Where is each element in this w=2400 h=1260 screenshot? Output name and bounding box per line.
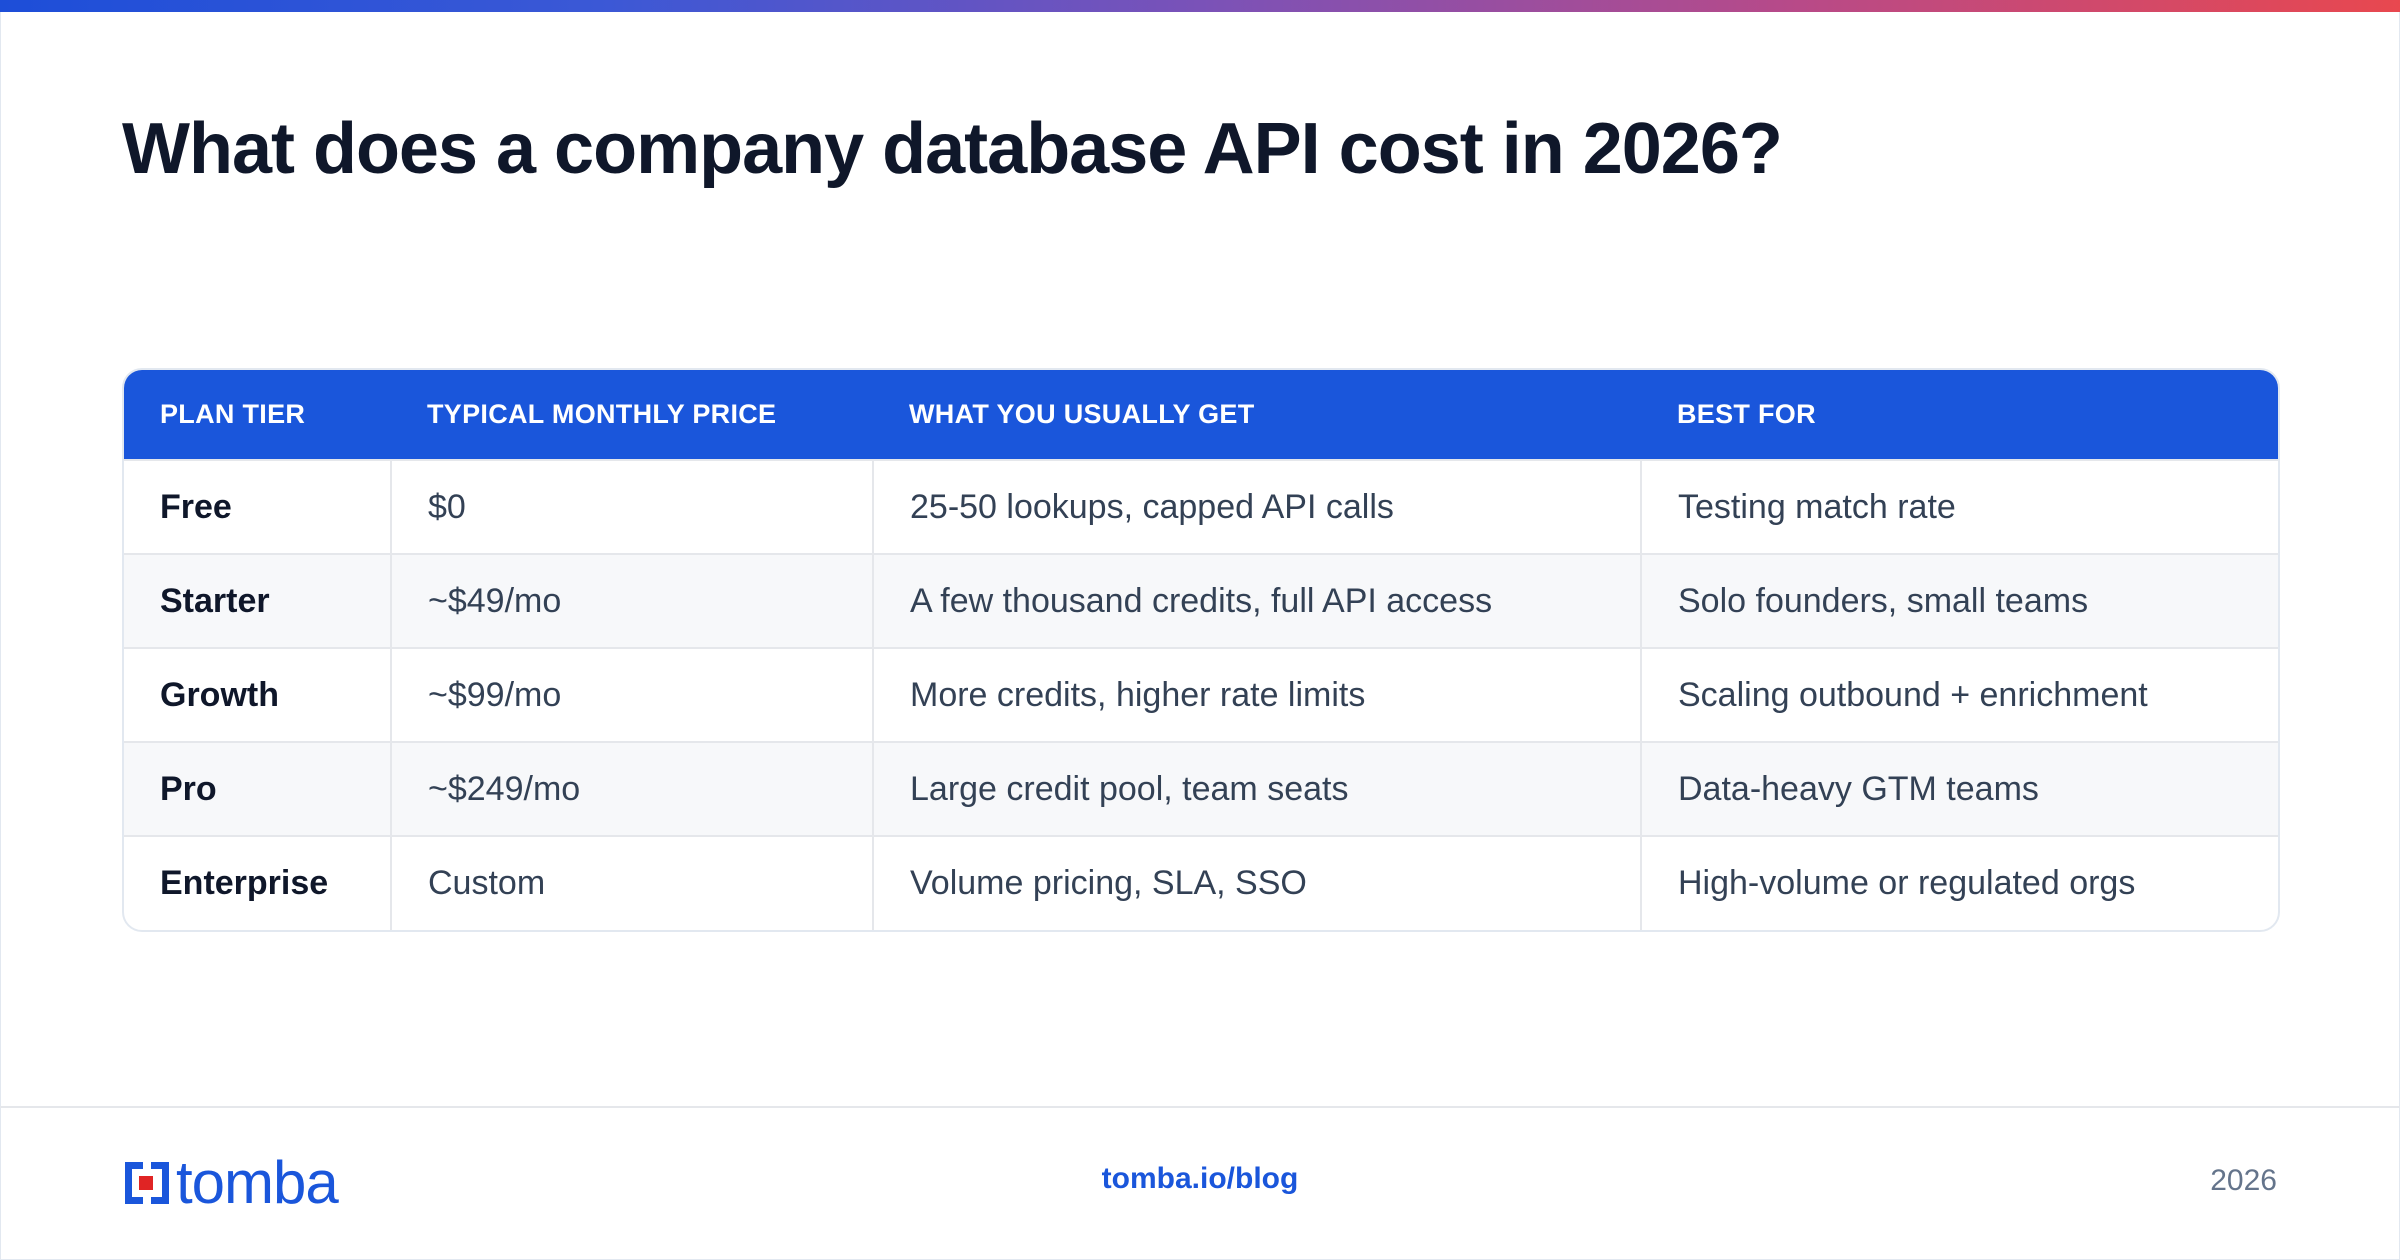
cell-plan-tier: Pro <box>160 769 217 808</box>
table-header-row: PLAN TIER TYPICAL MONTHLY PRICE WHAT YOU… <box>124 370 2278 460</box>
cell-price: ~$249/mo <box>390 742 873 836</box>
logo-wordmark: tomba <box>176 1149 339 1216</box>
cell-plan-tier: Enterprise <box>160 864 329 902</box>
cell-what-you-get: Large credit pool, team seats <box>872 742 1641 836</box>
footer-divider <box>0 1106 2400 1108</box>
header-monthly-price: TYPICAL MONTHLY PRICE <box>427 399 777 429</box>
cell-best-for: High-volume or regulated orgs <box>1640 836 2278 930</box>
cell-plan-tier: Growth <box>160 675 279 714</box>
cell-what-you-get: More credits, higher rate limits <box>872 648 1641 742</box>
cell-price: ~$49/mo <box>390 554 873 648</box>
table-row: Starter ~$49/mo A few thousand credits, … <box>124 554 2278 648</box>
pricing-table: PLAN TIER TYPICAL MONTHLY PRICE WHAT YOU… <box>124 370 2278 930</box>
footer-blog-link[interactable]: tomba.io/blog <box>1101 1162 1299 1195</box>
cell-what-you-get: 25-50 lookups, capped API calls <box>872 460 1641 554</box>
header-best-for: BEST FOR <box>1677 399 1816 429</box>
tomba-logo-icon <box>125 1162 169 1204</box>
table-row: Enterprise Custom Volume pricing, SLA, S… <box>124 836 2278 930</box>
cell-best-for: Testing match rate <box>1640 460 2278 554</box>
table-row: Free $0 25-50 lookups, capped API calls … <box>124 460 2278 554</box>
tomba-logo: tomba <box>122 1149 339 1216</box>
cell-plan-tier: Free <box>160 487 232 526</box>
cell-price: ~$99/mo <box>390 648 873 742</box>
header-plan-tier: PLAN TIER <box>160 399 306 429</box>
header-what-you-get: WHAT YOU USUALLY GET <box>909 399 1255 429</box>
table-row: Growth ~$99/mo More credits, higher rate… <box>124 648 2278 742</box>
cell-price: $0 <box>390 460 873 554</box>
cell-best-for: Data-heavy GTM teams <box>1640 742 2278 836</box>
cell-best-for: Scaling outbound + enrichment <box>1640 648 2278 742</box>
gradient-top-bar <box>0 0 2400 12</box>
cell-what-you-get: A few thousand credits, full API access <box>872 554 1641 648</box>
pricing-table-container: PLAN TIER TYPICAL MONTHLY PRICE WHAT YOU… <box>122 368 2280 932</box>
table-row: Pro ~$249/mo Large credit pool, team sea… <box>124 742 2278 836</box>
cell-plan-tier: Starter <box>160 581 270 620</box>
footer-year: 2026 <box>2210 1164 2277 1197</box>
cell-price: Custom <box>390 836 873 930</box>
cell-best-for: Solo founders, small teams <box>1640 554 2278 648</box>
cell-what-you-get: Volume pricing, SLA, SSO <box>872 836 1641 930</box>
page-title: What does a company database API cost in… <box>122 109 1783 189</box>
